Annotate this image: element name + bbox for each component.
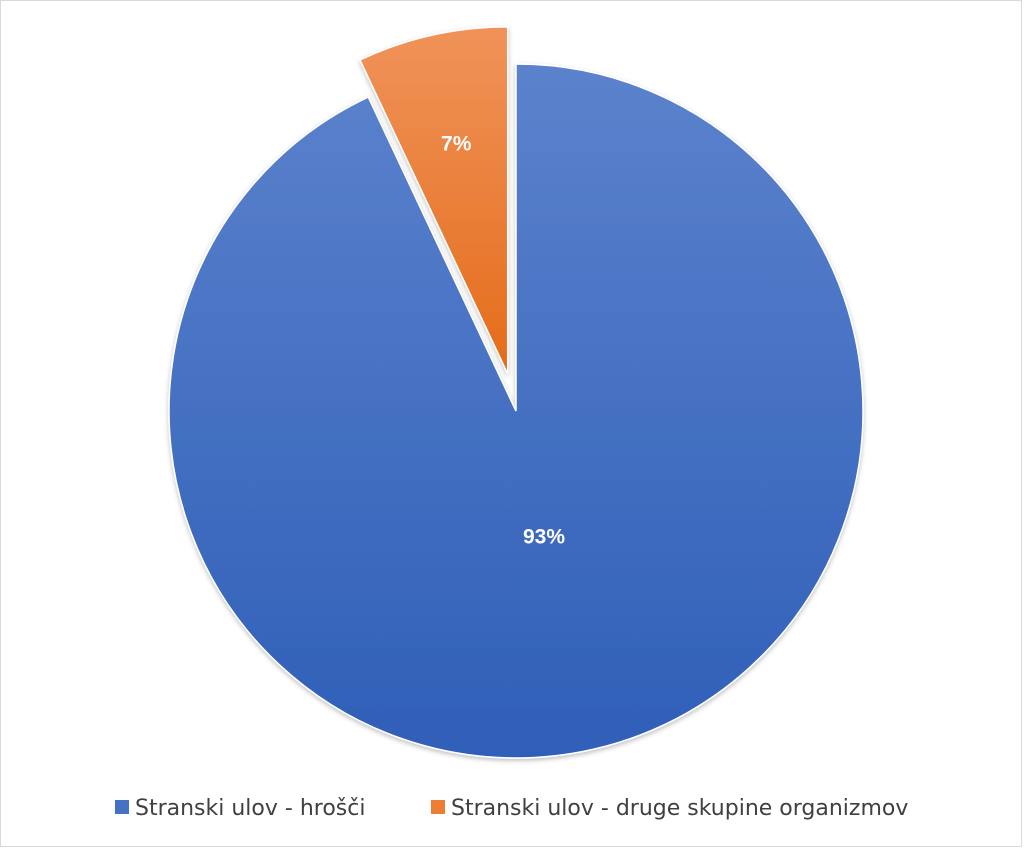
legend-swatch-hrosci	[115, 800, 129, 814]
data-label-druge-skupine: 7%	[441, 133, 472, 156]
data-label-hrosci: 93%	[523, 525, 565, 548]
pie-slice-druge-skupine	[358, 26, 509, 375]
legend-label-druge-skupine: Stranski ulov - druge skupine organizmov	[451, 796, 908, 821]
legend-swatch-druge-skupine	[431, 800, 445, 814]
pie-slice-hrosci	[168, 63, 864, 759]
legend: Stranski ulov - hrošči Stranski ulov - d…	[115, 796, 908, 821]
legend-label-hrosci: Stranski ulov - hrošči	[135, 796, 365, 821]
